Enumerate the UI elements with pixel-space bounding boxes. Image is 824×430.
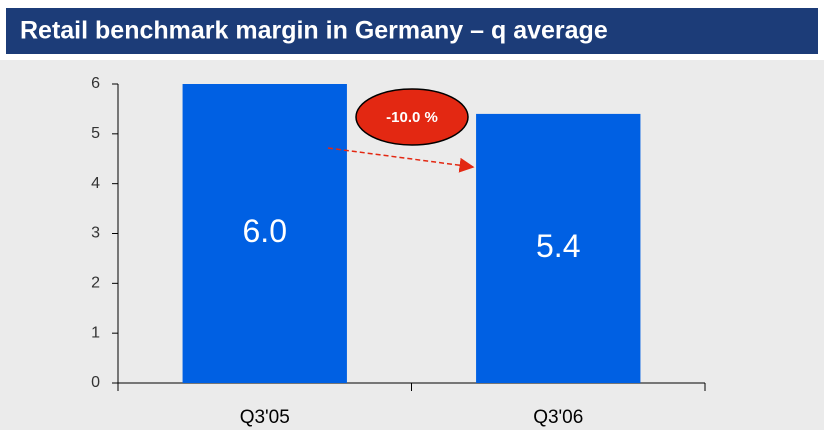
bar — [476, 113, 641, 384]
y-tick-label: 1 — [91, 324, 100, 341]
annotation-text: -10.0 % — [386, 109, 438, 126]
annotation-arrow — [327, 147, 475, 173]
y-tick-label: 0 — [91, 374, 100, 391]
value-label: 5.4 — [536, 228, 580, 264]
chart-title: Retail benchmark margin in Germany – q a… — [20, 17, 608, 45]
x-tick-label: Q3'05 — [240, 407, 290, 428]
y-tick-label: 6 — [91, 75, 100, 92]
y-tick-label: 5 — [91, 125, 100, 142]
y-tick-label: 2 — [91, 275, 100, 292]
y-tick-label: 4 — [91, 175, 100, 192]
annotation-bubble — [355, 88, 469, 146]
y-tick-label: 3 — [91, 225, 100, 242]
x-tick-label: Q3'06 — [533, 407, 583, 428]
bar — [182, 84, 347, 383]
title-bar — [6, 8, 818, 54]
value-label: 6.0 — [243, 213, 287, 249]
